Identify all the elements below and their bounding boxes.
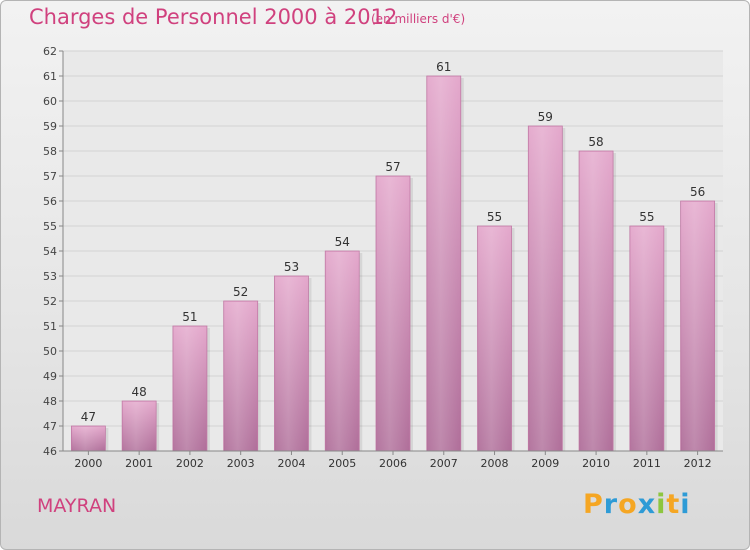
data-label: 54 xyxy=(335,235,350,249)
y-tick-label: 57 xyxy=(43,170,57,183)
y-tick-label: 51 xyxy=(43,320,57,333)
bar-highlight xyxy=(224,302,257,451)
data-label: 57 xyxy=(385,160,400,174)
bar-highlight xyxy=(275,277,308,451)
bar-highlight xyxy=(123,402,156,451)
data-label: 51 xyxy=(182,310,197,324)
data-label: 55 xyxy=(487,210,502,224)
bar-highlight xyxy=(681,202,714,451)
y-tick-label: 55 xyxy=(43,220,57,233)
data-label: 53 xyxy=(284,260,299,274)
x-tick-label: 2001 xyxy=(125,457,153,470)
x-tick-label: 2002 xyxy=(176,457,204,470)
data-label: 61 xyxy=(436,60,451,74)
y-tick-label: 53 xyxy=(43,270,57,283)
chart-unit-note: (en milliers d'€) xyxy=(371,12,466,26)
logo-letter: P xyxy=(583,489,604,520)
y-tick-label: 58 xyxy=(43,145,57,158)
logo-letter: i xyxy=(656,489,667,520)
y-tick-label: 62 xyxy=(43,45,57,58)
y-tick-label: 52 xyxy=(43,295,57,308)
data-label: 59 xyxy=(538,110,553,124)
bar-highlight xyxy=(377,177,409,451)
x-tick-label: 2006 xyxy=(379,457,407,470)
axes: 46 47 48 49 50 51 52 53 54 55 56 57 58 59 60 61 62 2000 20… xyxy=(43,45,723,470)
x-tick-label: 2010 xyxy=(582,457,610,470)
logo-letter: x xyxy=(637,489,657,520)
x-tick-label: 2000 xyxy=(74,457,102,470)
y-tick-label: 50 xyxy=(43,345,57,358)
y-tick-label: 56 xyxy=(43,195,57,208)
location-label: MAYRAN xyxy=(37,495,117,517)
data-label: 58 xyxy=(588,135,603,149)
x-tick-label: 2003 xyxy=(227,457,255,470)
y-tick-label: 48 xyxy=(43,395,57,408)
y-tick-label: 61 xyxy=(43,70,57,83)
x-tick-label: 2011 xyxy=(633,457,661,470)
y-tick-label: 54 xyxy=(43,245,57,258)
data-label: 47 xyxy=(81,410,96,424)
data-label: 48 xyxy=(132,385,147,399)
proxiti-logo: Proxiti xyxy=(583,489,691,520)
data-label: 55 xyxy=(639,210,654,224)
logo-letter: i xyxy=(680,489,691,520)
y-tick-label: 47 xyxy=(43,420,57,433)
bar-highlight xyxy=(427,77,460,451)
x-tick-label: 2004 xyxy=(277,457,305,470)
x-tick-label: 2005 xyxy=(328,457,356,470)
x-tick-label: 2007 xyxy=(430,457,458,470)
bar-highlight xyxy=(72,427,105,451)
bar-highlight xyxy=(173,327,206,451)
y-tick-label: 49 xyxy=(43,370,57,383)
bar-highlight xyxy=(478,227,511,451)
bar-highlight xyxy=(529,127,562,451)
x-tick-label: 2012 xyxy=(684,457,712,470)
data-label: 56 xyxy=(690,185,705,199)
logo-letter: o xyxy=(618,489,638,520)
bar-highlight xyxy=(580,152,613,451)
bar-highlight xyxy=(630,227,663,451)
bars xyxy=(70,75,718,452)
y-tick-label: 59 xyxy=(43,120,57,133)
x-tick-label: 2009 xyxy=(531,457,559,470)
y-tick-label: 60 xyxy=(43,95,57,108)
data-labels: 47 48 51 52 53 54 57 61 55 59 58 55 56 xyxy=(81,60,706,424)
logo-letter: r xyxy=(603,489,619,520)
y-tick-label: 46 xyxy=(43,445,57,458)
bar-highlight xyxy=(326,252,359,451)
x-tick-label: 2008 xyxy=(481,457,509,470)
data-label: 52 xyxy=(233,285,248,299)
chart-title: Charges de Personnel 2000 à 2012 xyxy=(29,5,398,29)
logo-letter: t xyxy=(666,489,681,520)
